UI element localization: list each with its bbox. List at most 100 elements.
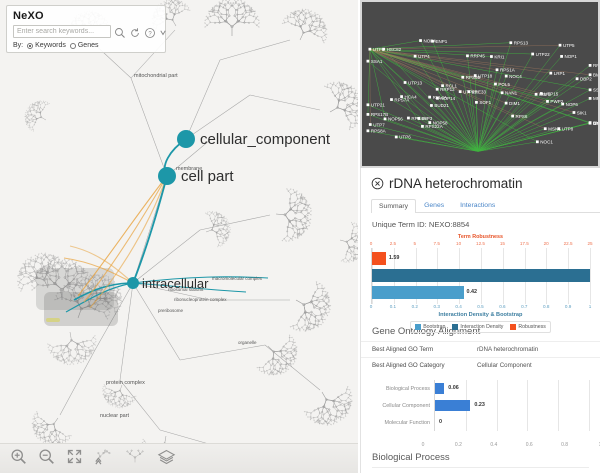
gene-node[interactable] (588, 97, 592, 100)
go-gridline (527, 397, 529, 414)
gene-node[interactable] (509, 41, 513, 45)
term-info-panel[interactable]: rDNA heterochromatin Summary Genes Inter… (360, 168, 600, 473)
radio-keywords-icon[interactable] (27, 42, 34, 49)
gene-node[interactable] (368, 47, 372, 51)
gene-node[interactable] (475, 100, 478, 104)
gene-node[interactable] (588, 73, 592, 77)
chevron-down-icon[interactable] (159, 26, 167, 38)
gene-node[interactable] (494, 82, 497, 86)
gene-node[interactable] (366, 59, 370, 63)
tab-genes[interactable]: Genes (424, 202, 445, 209)
gene-edge (369, 49, 432, 106)
gene-node[interactable] (588, 64, 592, 67)
gene-node[interactable] (435, 87, 439, 91)
gene-node[interactable] (394, 135, 398, 139)
gene-node-label: UTP21 (371, 103, 386, 108)
gene-node[interactable] (466, 54, 469, 58)
gene-node[interactable] (407, 116, 410, 120)
gene-node[interactable] (467, 90, 471, 93)
go-row-category: Best Aligned GO Category Cellular Compon… (361, 357, 600, 373)
gene-node[interactable] (383, 117, 387, 121)
go-bar-label: Molecular Function (384, 419, 430, 426)
gene-node[interactable] (421, 124, 424, 128)
node-cellular-component[interactable] (177, 130, 195, 148)
gene-node[interactable] (588, 88, 592, 92)
gene-node[interactable] (531, 52, 535, 56)
gene-node[interactable] (535, 140, 539, 144)
gene-node[interactable] (431, 39, 434, 43)
radio-genes-icon[interactable] (69, 42, 76, 49)
gene-node[interactable] (575, 77, 579, 81)
search-by-keywords-radio[interactable]: Keywords (27, 42, 66, 49)
gene-node[interactable] (490, 55, 493, 58)
gene-node[interactable] (366, 103, 370, 107)
zoom-out-icon[interactable] (38, 448, 55, 470)
fit-to-screen-icon[interactable] (66, 448, 83, 470)
gene-node[interactable] (403, 81, 407, 84)
gene-node[interactable] (366, 113, 370, 116)
gene-edge (467, 55, 479, 152)
layers-icon[interactable] (157, 448, 176, 470)
gene-node[interactable] (428, 95, 432, 99)
gene-node[interactable] (368, 123, 372, 126)
tab-summary[interactable]: Summary (371, 199, 417, 213)
node-label-membrane: membrane (176, 166, 203, 172)
gene-node[interactable] (390, 98, 393, 101)
gene-node[interactable] (413, 54, 417, 58)
chart1-bottom-tick: 0.8 (542, 304, 550, 309)
expand-network-icon[interactable] (124, 448, 146, 470)
gene-node[interactable] (417, 116, 421, 120)
node-cell-part[interactable] (158, 167, 176, 185)
gene-node[interactable] (436, 96, 439, 100)
gene-node[interactable] (558, 43, 562, 47)
gene-node[interactable] (504, 101, 508, 105)
gene-node[interactable] (500, 91, 504, 95)
gene-node[interactable] (511, 114, 514, 118)
gene-node[interactable] (400, 95, 403, 98)
gene-node[interactable] (504, 74, 508, 78)
help-icon[interactable]: ? (144, 26, 156, 38)
gene-interaction-network[interactable]: UTP9 RPS8A UTP6 UTP7 RPS17B NOP56 UTP21 RPS22A R… (360, 0, 600, 168)
gene-node[interactable] (534, 92, 538, 96)
gene-node[interactable] (366, 129, 370, 133)
tab-interactions[interactable]: Interactions (460, 202, 496, 209)
gene-node[interactable] (539, 92, 543, 95)
gene-node[interactable] (549, 71, 553, 75)
search-input[interactable] (13, 25, 111, 38)
nexo-hierarchy-view[interactable]: cellular_component cell part intracellul… (0, 0, 358, 473)
view-toolbar[interactable] (0, 443, 358, 473)
gene-edge (477, 83, 496, 152)
go-chart-tick: 0.2 (454, 442, 462, 448)
gene-node[interactable] (428, 121, 432, 124)
gene-node-label: ENP1 (435, 39, 447, 44)
gene-node[interactable] (382, 47, 386, 51)
search-panel[interactable]: NeXO ? By: Keywords Genes (6, 5, 166, 53)
gene-node[interactable] (441, 84, 444, 88)
zoom-in-icon[interactable] (10, 448, 27, 470)
gene-node[interactable] (557, 127, 561, 131)
gene-node[interactable] (560, 55, 563, 58)
gene-node[interactable] (473, 74, 477, 77)
gene-edge (477, 42, 512, 152)
collapse-network-icon[interactable] (94, 448, 113, 470)
gene-node[interactable] (561, 102, 565, 106)
node-intracellular[interactable] (127, 277, 139, 289)
close-circle-icon[interactable] (371, 177, 384, 190)
gene-edge (369, 49, 438, 90)
refresh-icon[interactable] (129, 26, 141, 38)
panel-tabs[interactable]: Summary Genes Interactions (371, 198, 600, 213)
hierarchy-tree-graphic[interactable] (0, 0, 358, 473)
gene-node[interactable] (419, 39, 422, 42)
gene-node-label: SOF1 (479, 100, 491, 105)
search-icon[interactable] (114, 26, 126, 38)
gene-node[interactable] (430, 104, 433, 107)
gene-node[interactable] (546, 100, 549, 103)
gene-node[interactable] (495, 68, 499, 72)
gene-node[interactable] (458, 90, 462, 94)
gene-node[interactable] (461, 75, 465, 79)
search-by-genes-radio[interactable]: Genes (69, 42, 98, 49)
gene-node[interactable] (588, 121, 592, 125)
gene-node[interactable] (572, 111, 576, 114)
gene-node[interactable] (543, 127, 547, 131)
